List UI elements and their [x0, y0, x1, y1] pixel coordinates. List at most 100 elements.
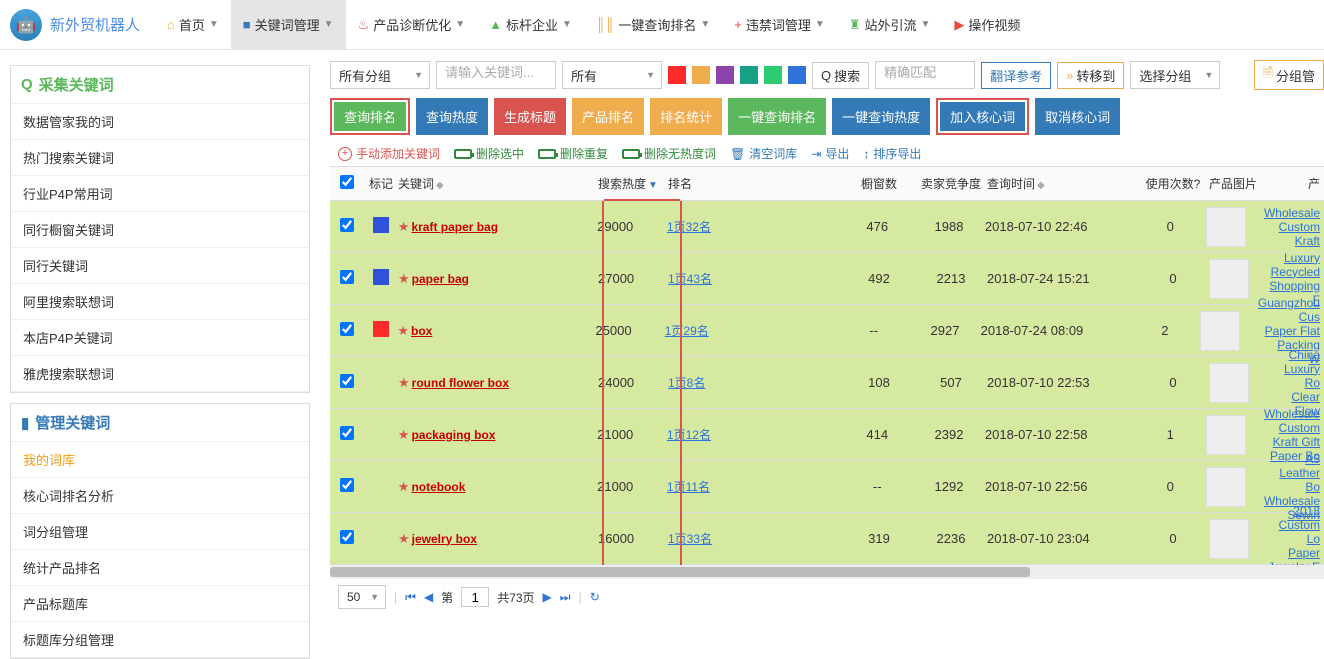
sidebar-item[interactable]: 雅虎搜索联想词 [11, 356, 309, 392]
row-checkbox[interactable] [330, 374, 364, 391]
sidebar-item[interactable]: 我的词库 [11, 442, 309, 478]
color-swatch[interactable] [740, 66, 758, 84]
row-image[interactable] [1209, 363, 1267, 403]
gen-title-button[interactable]: 生成标题 [494, 98, 566, 135]
color-swatch[interactable] [764, 66, 782, 84]
page-size-select[interactable]: 50 [338, 585, 386, 609]
header-image[interactable]: 产品图片 [1209, 175, 1267, 192]
row-rank[interactable]: 1页8名 [668, 374, 843, 391]
row-keyword[interactable]: ★paper bag [398, 271, 598, 287]
row-rank[interactable]: 1页11名 [667, 478, 841, 495]
delete-dup-link[interactable]: 删除重复 [538, 145, 608, 162]
prev-page-button[interactable]: ◀ [424, 590, 433, 604]
sidebar-item[interactable]: 词分组管理 [11, 514, 309, 550]
rank-stat-button[interactable]: 排名统计 [650, 98, 722, 135]
exact-match-input[interactable]: 精确匹配 [875, 61, 975, 89]
sidebar-item[interactable]: 热门搜索关键词 [11, 140, 309, 176]
row-checkbox[interactable] [330, 270, 364, 287]
row-checkbox[interactable] [330, 426, 364, 443]
row-image[interactable] [1209, 519, 1267, 559]
row-checkbox[interactable] [330, 478, 364, 495]
color-swatch[interactable] [668, 66, 686, 84]
row-rank[interactable]: 1页29名 [665, 322, 838, 339]
search-button[interactable]: Q搜索 [812, 62, 869, 89]
row-rank[interactable]: 1页33名 [668, 530, 843, 547]
query-rank-button[interactable]: 查询排名 [334, 102, 406, 131]
row-image[interactable] [1200, 311, 1257, 351]
nav-item[interactable]: ⌂首页▼ [155, 0, 231, 50]
row-image[interactable] [1206, 207, 1264, 247]
nav-item[interactable]: ♨产品诊断优化▼ [346, 0, 478, 50]
horizontal-scrollbar[interactable] [330, 565, 1324, 579]
row-image[interactable] [1206, 415, 1264, 455]
sidebar-item[interactable]: 数据管家我的词 [11, 104, 309, 140]
nav-item[interactable]: ▲标杆企业▼ [477, 0, 584, 50]
clear-link[interactable]: 🗑清空词库 [730, 145, 797, 162]
nav-item[interactable]: +违禁词管理▼ [722, 0, 837, 50]
row-image[interactable] [1209, 259, 1267, 299]
sidebar-item[interactable]: 阿里搜索联想词 [11, 284, 309, 320]
row-product[interactable]: Wholesale CustomKraft [1264, 206, 1324, 248]
translate-button[interactable]: 翻译参考 [981, 62, 1051, 89]
color-swatch[interactable] [788, 66, 806, 84]
batch-heat-button[interactable]: 一键查询热度 [832, 98, 930, 135]
row-mark[interactable] [364, 321, 398, 340]
move-to-button[interactable]: »转移到 [1057, 62, 1124, 89]
color-swatch[interactable] [692, 66, 710, 84]
row-rank[interactable]: 1页32名 [667, 218, 841, 235]
refresh-button[interactable]: ↻ [590, 590, 600, 604]
nav-item[interactable]: ♜站外引流▼ [837, 0, 943, 50]
row-mark[interactable] [364, 217, 398, 236]
nav-item[interactable]: ■关键词管理▼ [231, 0, 346, 50]
row-checkbox[interactable] [330, 530, 364, 547]
remove-core-button[interactable]: 取消核心词 [1035, 98, 1120, 135]
row-keyword[interactable]: ★round flower box [398, 375, 598, 391]
color-swatch[interactable] [716, 66, 734, 84]
sidebar-item[interactable]: 同行关键词 [11, 248, 309, 284]
sidebar-item[interactable]: 标题库分组管理 [11, 622, 309, 658]
group-select[interactable]: 所有分组 [330, 61, 430, 89]
row-keyword[interactable]: ★jewelry box [398, 531, 598, 547]
first-page-button[interactable]: ⏮ [405, 590, 416, 605]
row-checkbox[interactable] [330, 218, 364, 235]
row-keyword[interactable]: ★box [397, 323, 595, 339]
sidebar-item[interactable]: 核心词排名分析 [11, 478, 309, 514]
nav-item[interactable]: ║║一键查询排名▼ [584, 0, 722, 50]
row-keyword[interactable]: ★packaging box [398, 427, 597, 443]
nav-item[interactable]: ▶操作视频 [942, 0, 1032, 50]
delete-selected-link[interactable]: 删除选中 [454, 145, 524, 162]
add-keyword-link[interactable]: +手动添加关键词 [338, 145, 440, 162]
row-rank[interactable]: 1页12名 [667, 426, 841, 443]
row-keyword[interactable]: ★kraft paper bag [398, 219, 597, 235]
sort-export-link[interactable]: ↕排序导出 [863, 145, 921, 162]
header-mark[interactable]: 标记 [364, 175, 398, 192]
next-page-button[interactable]: ▶ [543, 590, 552, 604]
all-select[interactable]: 所有 [562, 61, 662, 89]
row-checkbox[interactable] [330, 322, 364, 339]
header-window[interactable]: 橱窗数 [843, 175, 915, 192]
header-rank[interactable]: 排名 [668, 175, 843, 192]
sidebar-item[interactable]: 产品标题库 [11, 586, 309, 622]
query-heat-button[interactable]: 查询热度 [416, 98, 488, 135]
header-time[interactable]: 查询时间◆ [987, 175, 1137, 192]
product-rank-button[interactable]: 产品排名 [572, 98, 644, 135]
sidebar-item[interactable]: 同行橱窗关键词 [11, 212, 309, 248]
scrollbar-thumb[interactable] [330, 567, 1030, 577]
row-image[interactable] [1206, 467, 1264, 507]
export-link[interactable]: ⇥导出 [811, 145, 849, 162]
delete-noheat-link[interactable]: 删除无热度词 [622, 145, 716, 162]
header-competition[interactable]: 卖家竞争度 [915, 175, 987, 192]
sidebar-item[interactable]: 行业P4P常用词 [11, 176, 309, 212]
move-group-select[interactable]: 选择分组 [1130, 61, 1220, 89]
header-use[interactable]: 使用次数? [1137, 175, 1209, 192]
row-product[interactable]: 2018 Custom LoPaper Jewelry E [1267, 504, 1324, 574]
group-manage-button[interactable]: 🗎分组管 [1254, 60, 1324, 90]
header-product[interactable]: 产 [1267, 175, 1324, 192]
header-checkbox[interactable] [330, 175, 364, 192]
sidebar-item[interactable]: 本店P4P关键词 [11, 320, 309, 356]
row-keyword[interactable]: ★notebook [398, 479, 597, 495]
keyword-input[interactable]: 请输入关键词... [436, 61, 556, 89]
batch-rank-button[interactable]: 一键查询排名 [728, 98, 826, 135]
page-input[interactable] [461, 587, 489, 607]
sidebar-item[interactable]: 统计产品排名 [11, 550, 309, 586]
